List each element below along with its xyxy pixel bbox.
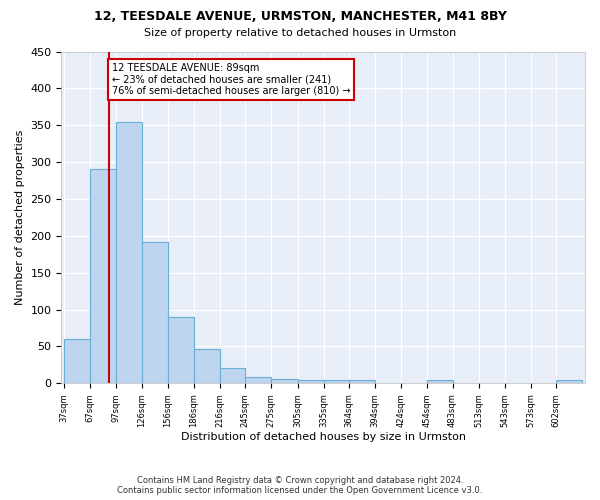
Bar <box>194 348 220 384</box>
Bar <box>142 242 167 384</box>
Bar <box>298 380 323 384</box>
Bar <box>349 380 375 384</box>
Bar <box>427 380 452 384</box>
Bar <box>323 380 349 384</box>
Bar <box>245 376 271 384</box>
Text: Contains HM Land Registry data © Crown copyright and database right 2024.
Contai: Contains HM Land Registry data © Crown c… <box>118 476 482 495</box>
X-axis label: Distribution of detached houses by size in Urmston: Distribution of detached houses by size … <box>181 432 466 442</box>
Bar <box>64 339 90 384</box>
Text: Size of property relative to detached houses in Urmston: Size of property relative to detached ho… <box>144 28 456 38</box>
Y-axis label: Number of detached properties: Number of detached properties <box>15 130 25 305</box>
Bar <box>220 368 245 384</box>
Bar <box>167 317 194 384</box>
Text: 12, TEESDALE AVENUE, URMSTON, MANCHESTER, M41 8BY: 12, TEESDALE AVENUE, URMSTON, MANCHESTER… <box>94 10 506 23</box>
Bar <box>90 170 116 384</box>
Bar <box>271 379 298 384</box>
Bar <box>116 122 142 384</box>
Text: 12 TEESDALE AVENUE: 89sqm
← 23% of detached houses are smaller (241)
76% of semi: 12 TEESDALE AVENUE: 89sqm ← 23% of detac… <box>112 62 350 96</box>
Bar <box>556 380 583 384</box>
